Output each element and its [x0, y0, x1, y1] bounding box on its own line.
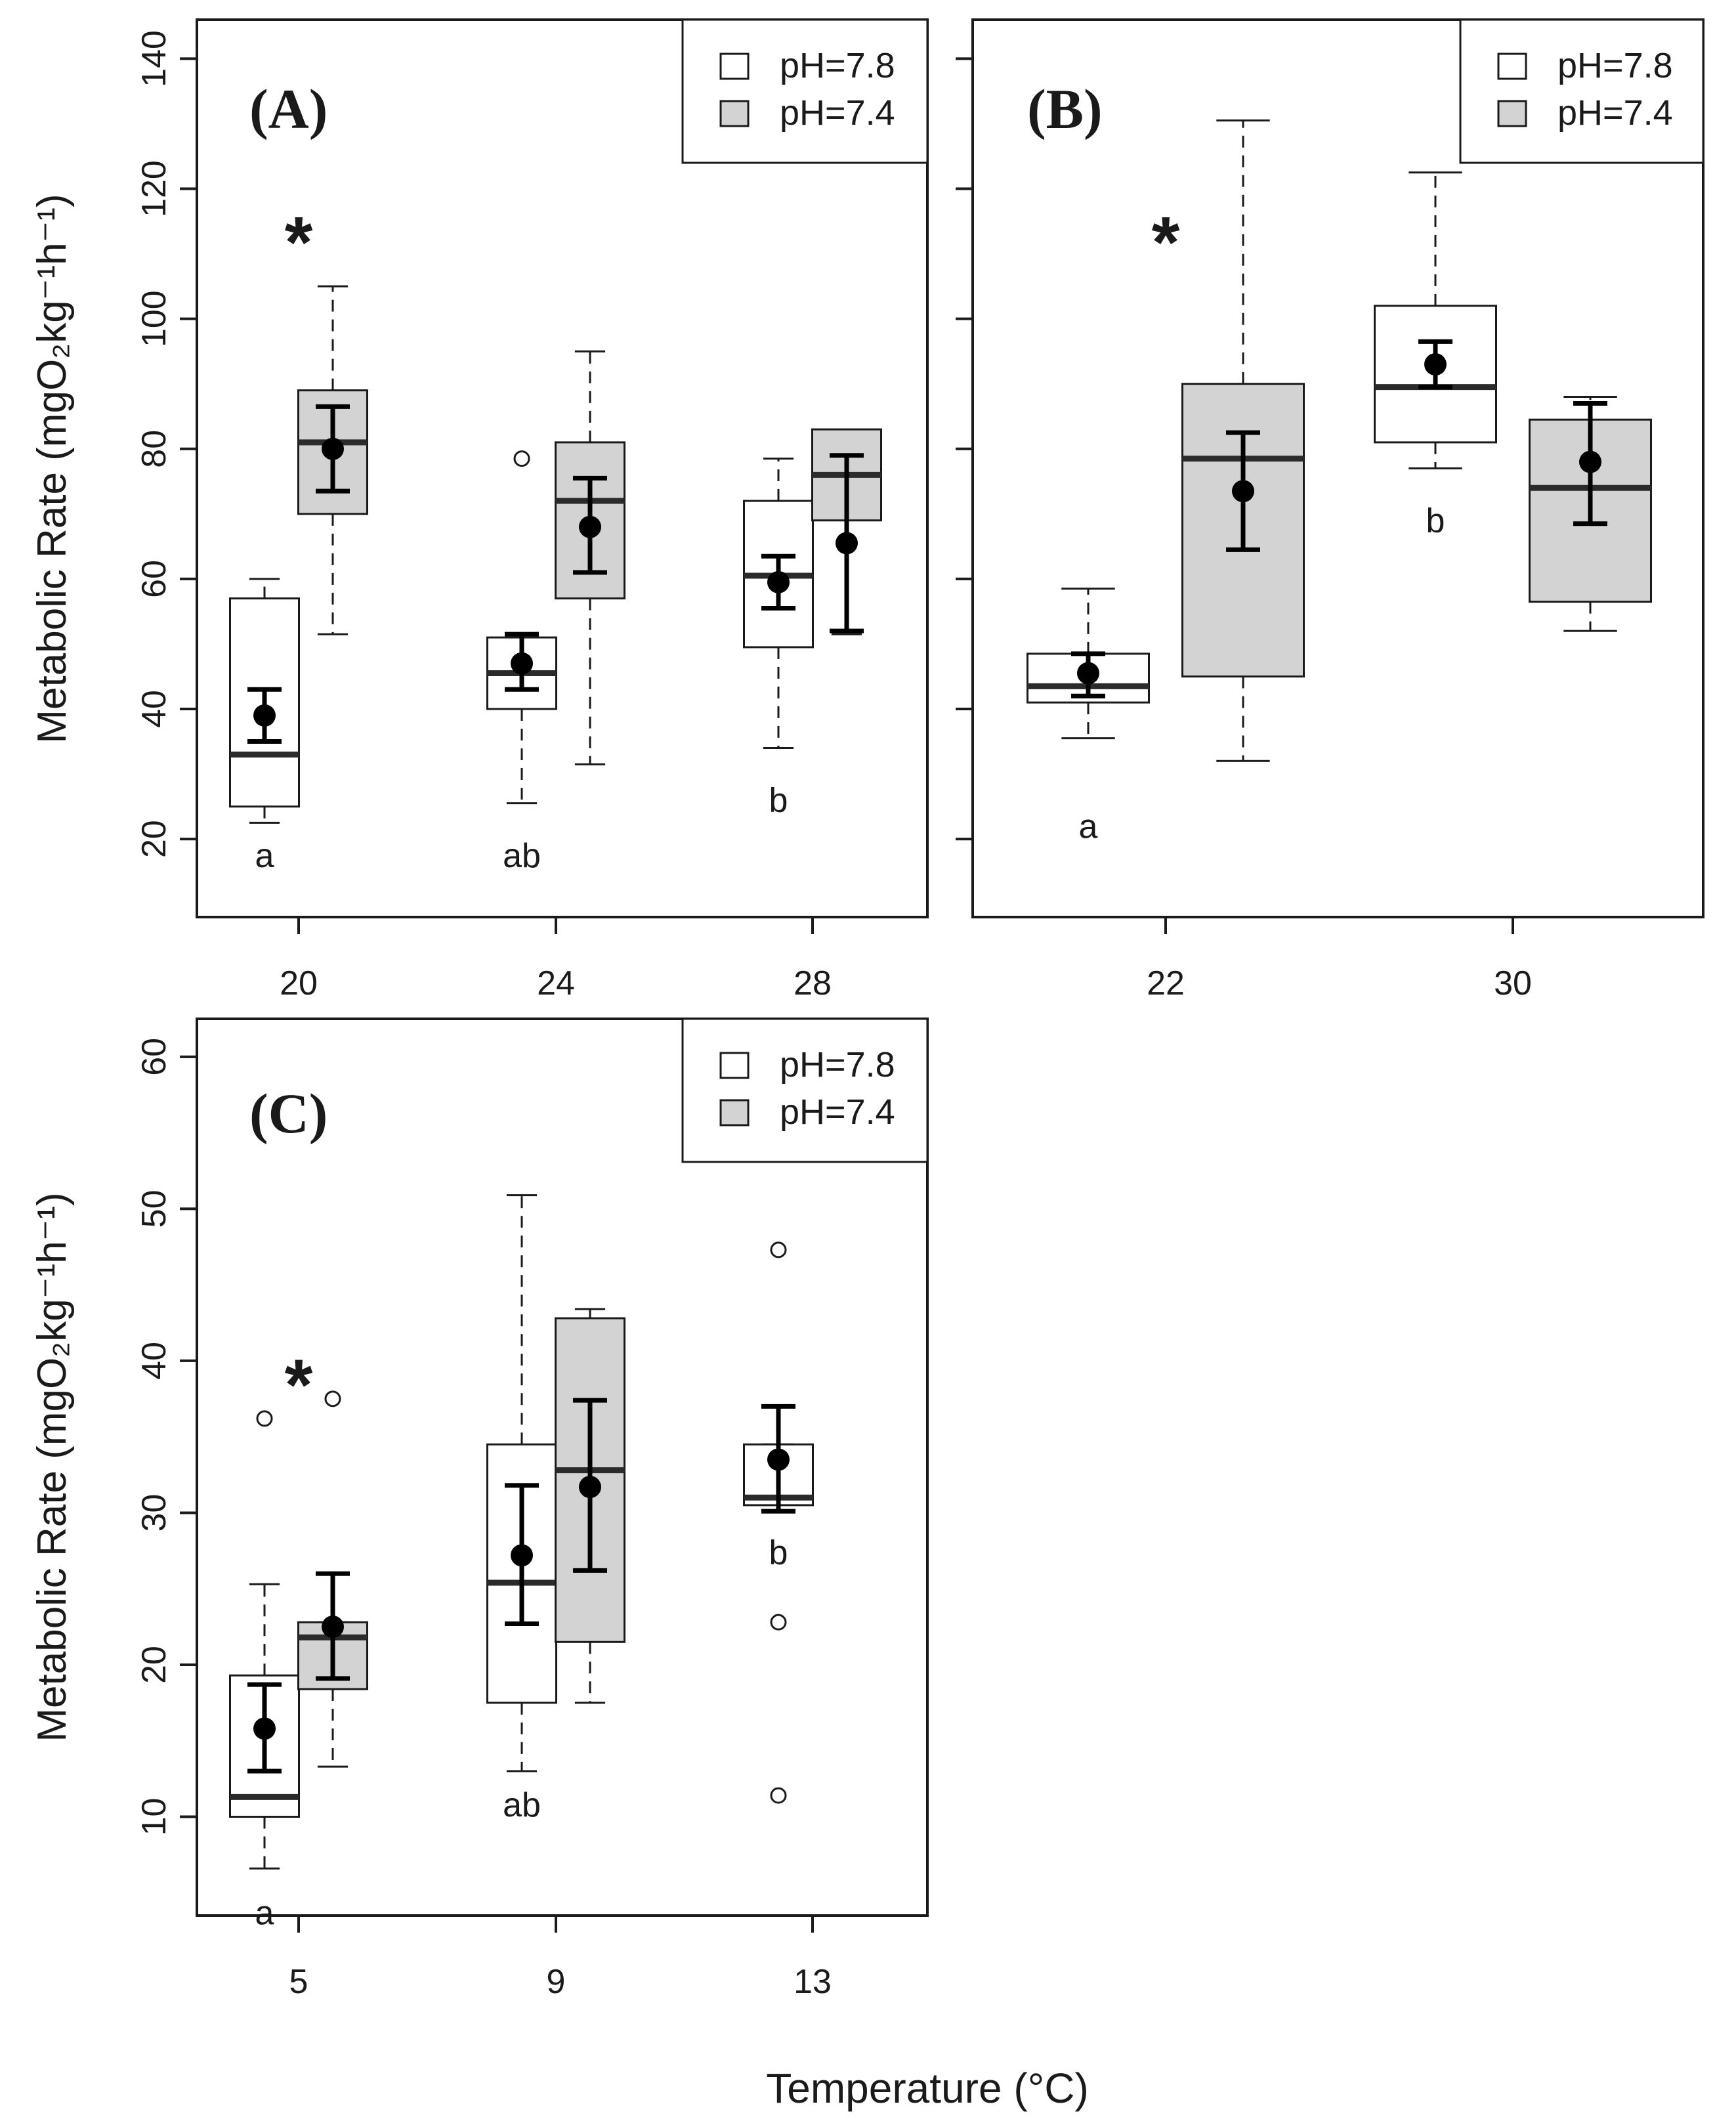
- y-tick-label-c-40: 40: [135, 1342, 173, 1380]
- x-tick-label-a-24: 24: [537, 964, 575, 1002]
- box-c-5-ph74: [297, 1390, 368, 1768]
- plot-frame-c: [196, 1018, 929, 1917]
- x-tick-label-b-30: 30: [1494, 964, 1532, 1002]
- outlier-point: [770, 1241, 787, 1258]
- box-a-28-ph78: [743, 458, 814, 749]
- panel-c: 10 20 30 40 50 60 Metabolic Rate (mgO₂kg⁻¹h⁻¹)…: [30, 1018, 929, 2001]
- outlier-point: [770, 1787, 787, 1804]
- box-c-13-ph78: [743, 1241, 814, 1804]
- mean-point: [1232, 480, 1254, 503]
- mean-point: [322, 1616, 344, 1639]
- group-letter-b-30: b: [1426, 502, 1445, 540]
- mean-point: [579, 515, 601, 538]
- panel-letter-a: (A): [249, 77, 328, 140]
- legend-c: pH=7.8 pH=7.4: [681, 1018, 929, 1163]
- legend-swatch-ph74: [719, 100, 750, 127]
- group-letter-c-13: b: [769, 1534, 788, 1572]
- mean-point: [579, 1476, 601, 1499]
- legend-label-ph78: pH=7.8: [780, 1045, 895, 1084]
- box-c-9-ph74: [555, 1308, 625, 1704]
- box-b-30-ph78: [1374, 171, 1497, 469]
- legend-label-ph74: pH=7.4: [1557, 93, 1673, 133]
- mean-point: [253, 704, 276, 727]
- x-tick-label-c-5: 5: [289, 1963, 308, 2001]
- legend-swatch-ph74: [719, 1099, 750, 1126]
- significance-star-a: *: [285, 202, 313, 283]
- box-b-22-ph74: [1181, 119, 1305, 762]
- group-letter-a-20: a: [255, 837, 274, 875]
- mean-point: [322, 437, 344, 460]
- significance-star-b: *: [1152, 202, 1180, 283]
- group-letter-a-28: b: [769, 782, 788, 820]
- legend-swatch-ph74: [1497, 100, 1527, 127]
- mean-point: [1424, 353, 1447, 376]
- y-axis-title-a: Metabolic Rate (mgO₂kg⁻¹h⁻¹): [30, 194, 75, 743]
- mean-point: [767, 1448, 790, 1471]
- legend-swatch-ph78: [719, 1052, 750, 1079]
- panel-a: 20 40 60 80 100 120 140 Metabolic Rate (mgO₂kg⁻…: [30, 18, 929, 1002]
- box-a-20-ph78: [229, 578, 300, 824]
- group-letter-c-9: ab: [503, 1786, 541, 1824]
- outlier-point: [770, 1614, 787, 1631]
- y-tick-label-c-20: 20: [135, 1646, 173, 1684]
- legend-box: [1459, 18, 1704, 164]
- y-tick-label-a-140: 140: [135, 30, 173, 87]
- y-tick-label-a-100: 100: [135, 290, 173, 347]
- mean-point: [767, 570, 790, 593]
- mean-point: [511, 1544, 533, 1567]
- mean-point: [1579, 450, 1601, 473]
- group-letter-a-24: ab: [503, 837, 541, 875]
- panel-letter-c: (C): [249, 1082, 328, 1145]
- legend-a: pH=7.8 pH=7.4: [681, 18, 929, 164]
- legend-b: pH=7.8 pH=7.4: [1459, 18, 1704, 164]
- box-c-5-ph78: [229, 1410, 300, 1870]
- mean-point: [511, 652, 533, 675]
- mean-point: [836, 532, 858, 555]
- box-c-9-ph78: [486, 1194, 557, 1772]
- outlier-point: [324, 1390, 341, 1407]
- y-tick-label-a-60: 60: [135, 560, 173, 598]
- box-b-30-ph74: [1529, 396, 1652, 632]
- plot-frame-b: [971, 18, 1704, 918]
- box-b-22-ph78: [1027, 588, 1150, 740]
- x-axis-title: Temperature (°C): [766, 2065, 1089, 2112]
- mean-point: [253, 1717, 276, 1740]
- y-axis-title-c: Metabolic Rate (mgO₂kg⁻¹h⁻¹): [30, 1192, 75, 1742]
- y-tick-label-a-40: 40: [135, 690, 173, 728]
- y-tick-label-c-30: 30: [135, 1494, 173, 1532]
- panel-b: 22 30 a b * pH=7.8 pH=7.4 (B): [956, 18, 1704, 1002]
- plot-frame-a: [196, 18, 929, 918]
- x-tick-label-c-9: 9: [547, 1963, 566, 2001]
- legend-box: [681, 18, 929, 164]
- legend-box: [681, 1018, 929, 1163]
- group-letter-b-22: a: [1079, 807, 1098, 846]
- y-tick-label-c-50: 50: [135, 1190, 173, 1228]
- panel-letter-b: (B): [1027, 77, 1103, 140]
- legend-label-ph74: pH=7.4: [780, 1092, 895, 1132]
- legend-label-ph78: pH=7.8: [780, 46, 895, 85]
- outlier-point: [513, 450, 530, 467]
- y-tick-label-c-60: 60: [135, 1038, 173, 1076]
- significance-star-c: *: [285, 1345, 313, 1426]
- legend-swatch-ph78: [719, 53, 750, 80]
- box-a-24-ph74: [555, 350, 625, 765]
- legend-label-ph74: pH=7.4: [780, 93, 895, 133]
- y-tick-label-a-80: 80: [135, 430, 173, 468]
- y-tick-label-a-120: 120: [135, 160, 173, 217]
- outlier-point: [256, 1410, 273, 1427]
- x-tick-label-c-13: 13: [794, 1963, 832, 2001]
- y-tick-label-a-20: 20: [135, 820, 173, 858]
- box-a-24-ph78: [486, 450, 557, 805]
- x-tick-label-b-22: 22: [1147, 964, 1185, 1002]
- mean-point: [1077, 662, 1099, 685]
- y-tick-label-c-10: 10: [135, 1798, 173, 1836]
- group-letter-c-5: a: [255, 1894, 274, 1932]
- box-a-20-ph74: [297, 285, 368, 635]
- box-a-28-ph74: [811, 428, 882, 635]
- x-tick-label-a-28: 28: [794, 964, 832, 1002]
- x-tick-label-a-20: 20: [280, 964, 318, 1002]
- legend-swatch-ph78: [1497, 53, 1527, 80]
- legend-label-ph78: pH=7.8: [1557, 46, 1673, 85]
